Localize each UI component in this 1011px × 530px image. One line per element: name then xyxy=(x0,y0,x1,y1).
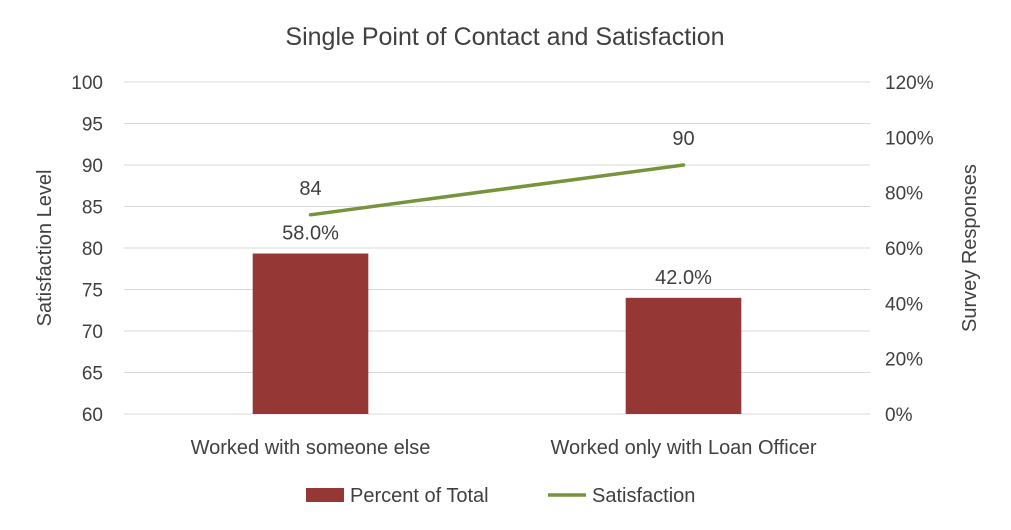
gridlines xyxy=(124,81,870,415)
bar xyxy=(252,253,369,414)
right-tick-label: 80% xyxy=(885,184,923,205)
bar xyxy=(625,297,742,414)
left-tick-label: 75 xyxy=(82,281,103,302)
y-axis-title-right: Survey Responses xyxy=(959,164,981,332)
left-tick-label: 90 xyxy=(82,156,103,177)
line-data-label: 84 xyxy=(299,178,321,200)
y-axis-title-left: Satisfaction Level xyxy=(34,170,56,327)
left-tick-label: 60 xyxy=(82,405,103,426)
data-labels: 58.0% 42.0% 84 90 xyxy=(282,128,712,289)
satisfaction-line xyxy=(308,163,686,217)
category-label: Worked with someone else xyxy=(191,437,431,459)
legend-label-bar: Percent of Total xyxy=(350,485,489,507)
left-tick-label: 65 xyxy=(82,364,103,385)
right-tick-label: 0% xyxy=(885,405,913,426)
right-tick-label: 20% xyxy=(885,350,923,371)
left-axis-ticks: 60 65 70 75 80 85 90 95 100 xyxy=(71,73,103,426)
category-labels: Worked with someone else Worked only with… xyxy=(191,437,817,459)
left-tick-label: 95 xyxy=(82,115,103,136)
left-tick-label: 80 xyxy=(82,239,103,260)
legend: Percent of Total Satisfaction xyxy=(306,485,695,507)
right-tick-label: 40% xyxy=(885,294,923,315)
bar-data-label: 42.0% xyxy=(655,267,712,289)
category-label: Worked only with Loan Officer xyxy=(550,437,816,459)
bar-series xyxy=(252,253,742,414)
line-series xyxy=(308,163,686,217)
left-tick-label: 85 xyxy=(82,198,103,219)
chart-title: Single Point of Contact and Satisfaction xyxy=(285,23,724,51)
right-tick-label: 120% xyxy=(885,73,934,94)
legend-swatch-bar xyxy=(306,488,344,502)
bar-data-label: 58.0% xyxy=(282,223,339,245)
left-tick-label: 70 xyxy=(82,322,103,343)
right-tick-label: 100% xyxy=(885,128,934,149)
left-tick-label: 100 xyxy=(71,73,103,94)
right-axis-ticks: 0% 20% 40% 60% 80% 100% 120% xyxy=(885,73,934,426)
right-tick-label: 60% xyxy=(885,239,923,260)
line-data-label: 90 xyxy=(672,128,694,150)
legend-label-line: Satisfaction xyxy=(592,485,695,507)
